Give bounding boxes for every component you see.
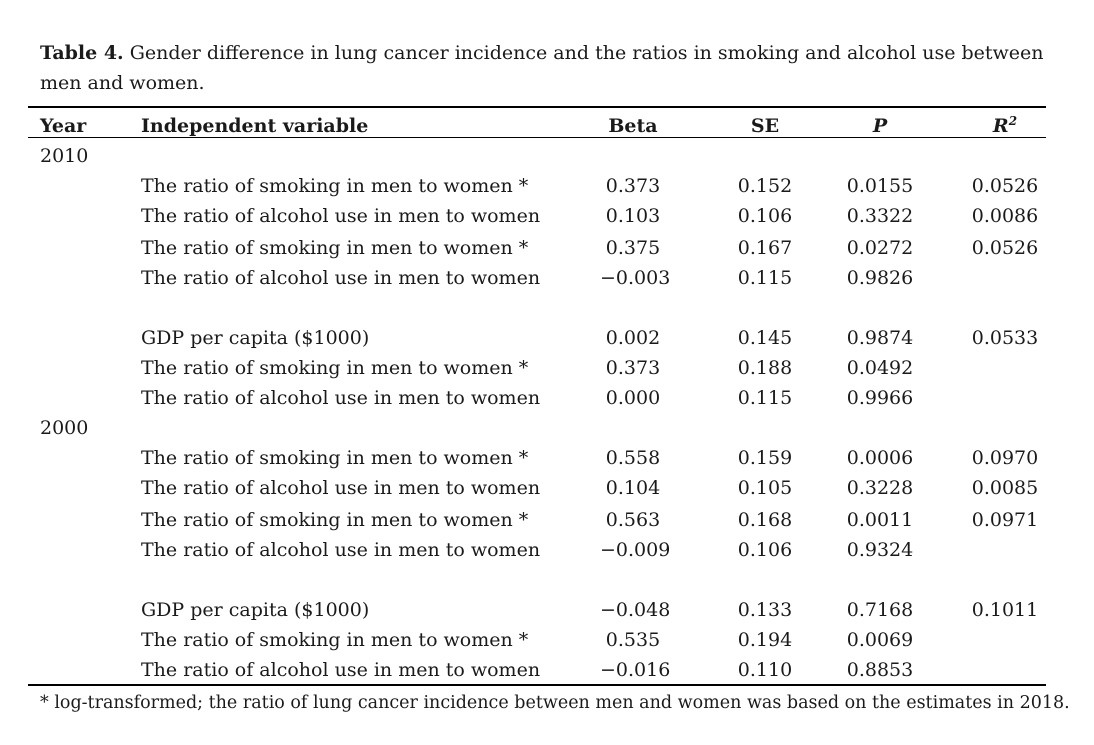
cell-beta: −0.009	[600, 539, 671, 561]
cell-se: 0.105	[737, 477, 793, 499]
cell-variable: The ratio of alcohol use in men to women	[141, 659, 541, 681]
header-r-squared: R2	[970, 115, 1040, 137]
cell-beta: 0.000	[605, 387, 661, 409]
cell-variable: The ratio of alcohol use in men to women	[141, 477, 541, 499]
cell-variable: The ratio of smoking in men to women *	[141, 509, 529, 531]
cell-variable: The ratio of alcohol use in men to women	[141, 205, 541, 227]
cell-se: 0.115	[737, 267, 793, 289]
cell-p: 0.0011	[846, 509, 914, 531]
cell-p: 0.9324	[846, 539, 914, 561]
cell-r2: 0.0533	[971, 327, 1039, 349]
cell-p: 0.3322	[846, 205, 914, 227]
header-independent-variable: Independent variable	[141, 115, 369, 137]
cell-variable: The ratio of alcohol use in men to women	[141, 387, 541, 409]
cell-p: 0.8853	[846, 659, 914, 681]
header-year: Year	[40, 115, 87, 137]
cell-p: 0.9874	[846, 327, 914, 349]
cell-r2: 0.0085	[971, 477, 1039, 499]
cell-r2: 0.1011	[971, 599, 1039, 621]
year-label-2010: 2010	[40, 145, 89, 167]
cell-variable: The ratio of smoking in men to women *	[141, 629, 529, 651]
cell-r2: 0.0526	[971, 175, 1039, 197]
cell-variable: The ratio of smoking in men to women *	[141, 175, 529, 197]
cell-se: 0.159	[737, 447, 793, 469]
header-r-base: R	[992, 115, 1009, 137]
cell-se: 0.106	[737, 539, 793, 561]
cell-se: 0.110	[737, 659, 793, 681]
cell-variable: The ratio of alcohol use in men to women	[141, 267, 541, 289]
cell-p: 0.0492	[846, 357, 914, 379]
cell-r2: 0.0971	[971, 509, 1039, 531]
table-label: Table 4.	[40, 42, 124, 64]
cell-beta: 0.558	[605, 447, 661, 469]
cell-se: 0.188	[737, 357, 793, 379]
cell-variable: The ratio of smoking in men to women *	[141, 357, 529, 379]
cell-se: 0.106	[737, 205, 793, 227]
cell-beta: −0.048	[600, 599, 671, 621]
cell-p: 0.0155	[846, 175, 914, 197]
header-p: P	[872, 115, 888, 137]
cell-variable: GDP per capita ($1000)	[141, 599, 370, 621]
cell-se: 0.115	[737, 387, 793, 409]
cell-p: 0.9826	[846, 267, 914, 289]
cell-variable: The ratio of smoking in men to women *	[141, 447, 529, 469]
cell-p: 0.0006	[846, 447, 914, 469]
cell-p: 0.0069	[846, 629, 914, 651]
cell-se: 0.152	[737, 175, 793, 197]
table-footnote: * log-transformed; the ratio of lung can…	[40, 693, 1070, 713]
table-header-rule	[28, 137, 1046, 138]
cell-beta: 0.373	[605, 175, 661, 197]
header-se: SE	[750, 115, 780, 137]
table-caption: Table 4. Gender difference in lung cance…	[40, 38, 1065, 98]
cell-beta: 0.104	[605, 477, 661, 499]
cell-beta: −0.003	[600, 267, 671, 289]
cell-se: 0.145	[737, 327, 793, 349]
cell-beta: 0.103	[605, 205, 661, 227]
cell-beta: −0.016	[600, 659, 671, 681]
cell-r2: 0.0970	[971, 447, 1039, 469]
cell-r2: 0.0086	[971, 205, 1039, 227]
table-top-rule	[28, 106, 1046, 108]
cell-variable: The ratio of smoking in men to women *	[141, 237, 529, 259]
cell-se: 0.194	[737, 629, 793, 651]
header-beta: Beta	[608, 115, 658, 137]
table-caption-text: Gender difference in lung cancer inciden…	[40, 42, 1044, 94]
cell-r2: 0.0526	[971, 237, 1039, 259]
cell-p: 0.0272	[846, 237, 914, 259]
cell-beta: 0.535	[605, 629, 661, 651]
cell-se: 0.168	[737, 509, 793, 531]
cell-p: 0.3228	[846, 477, 914, 499]
year-label-2000: 2000	[40, 417, 89, 439]
header-r-superscript: 2	[1008, 114, 1018, 128]
cell-beta: 0.375	[605, 237, 661, 259]
cell-se: 0.167	[737, 237, 793, 259]
cell-variable: The ratio of alcohol use in men to women	[141, 539, 541, 561]
cell-beta: 0.002	[605, 327, 661, 349]
cell-p: 0.9966	[846, 387, 914, 409]
cell-variable: GDP per capita ($1000)	[141, 327, 370, 349]
cell-beta: 0.563	[605, 509, 661, 531]
cell-p: 0.7168	[846, 599, 914, 621]
cell-beta: 0.373	[605, 357, 661, 379]
table-bottom-rule	[28, 684, 1046, 686]
cell-se: 0.133	[737, 599, 793, 621]
